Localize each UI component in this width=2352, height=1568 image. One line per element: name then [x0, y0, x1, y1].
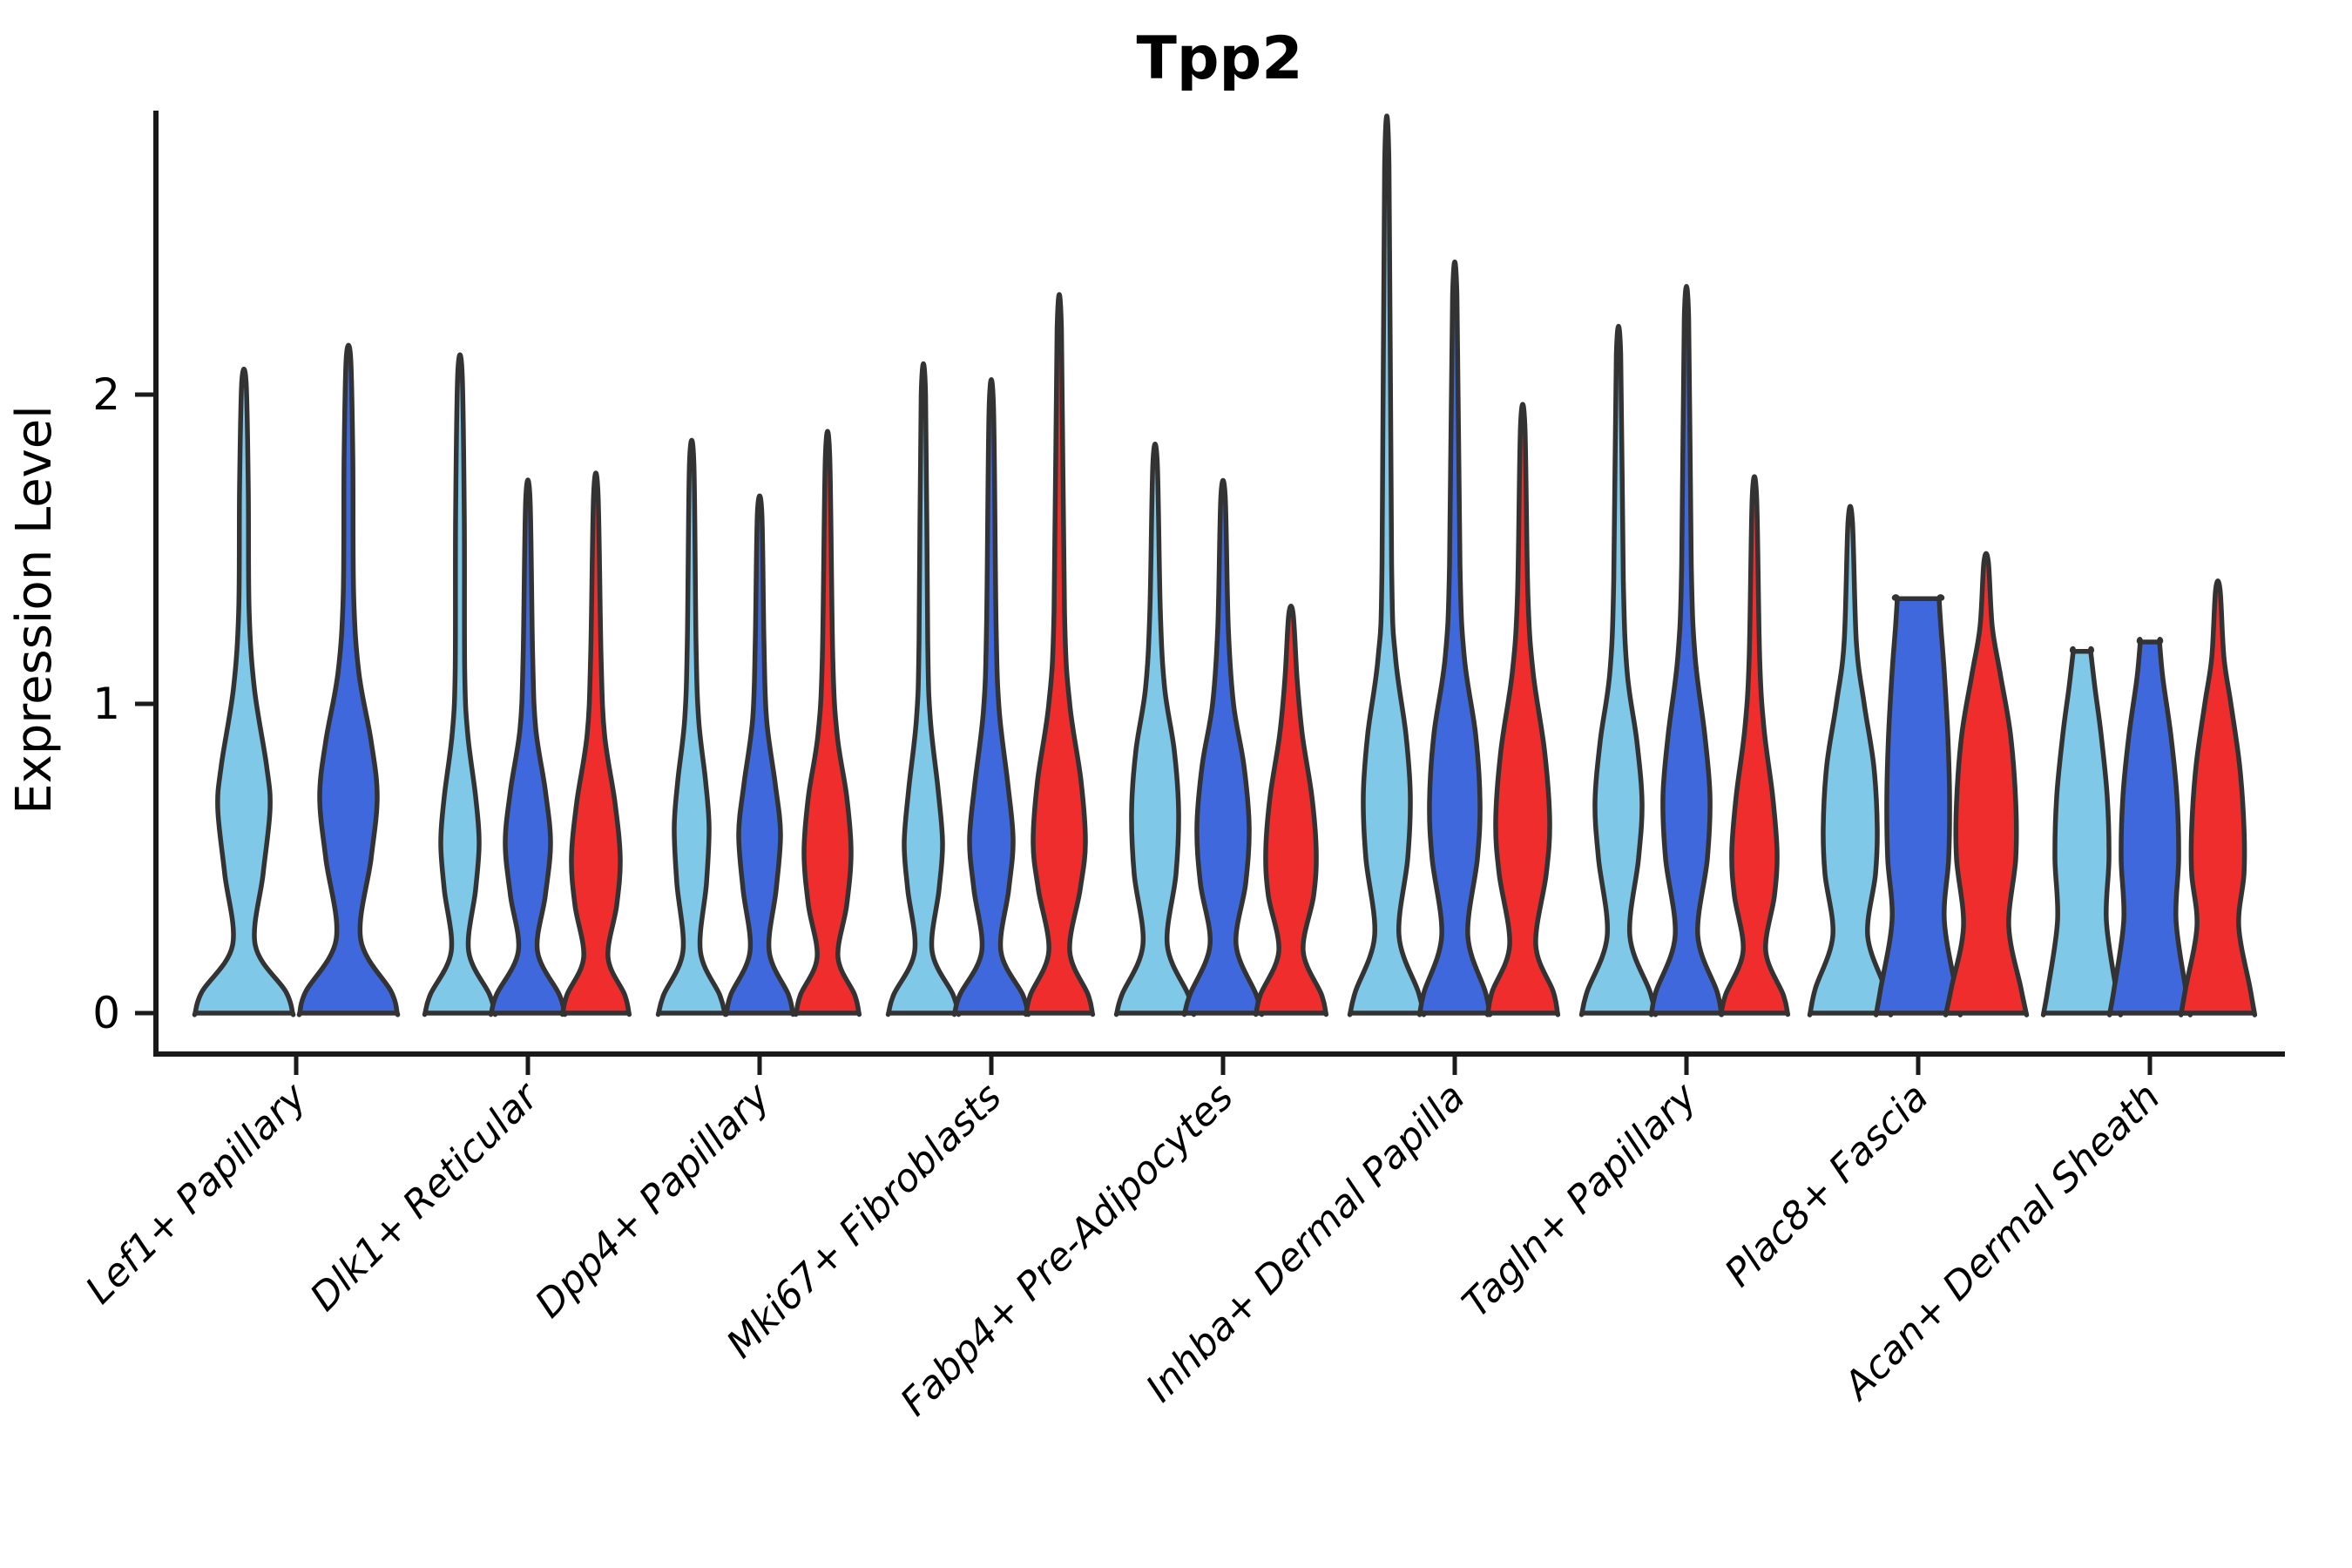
violin-dlk1-reticular-red — [559, 470, 632, 1017]
y-tick-label-0: 0 — [92, 988, 120, 1038]
violin-inhba-dermal-papilla-red — [1484, 402, 1561, 1017]
violin-acan-dermal-sheath-red — [2178, 578, 2258, 1017]
violin-inhba-dermal-papilla-light_blue — [1347, 113, 1427, 1017]
y-tick-label-1: 1 — [92, 679, 120, 729]
y-tick-group: 0 1 2 — [92, 369, 156, 1038]
violin-plac8-fascia-light_blue — [1807, 504, 1894, 1017]
violin-fabp4-pre-adipocytes-red — [1253, 603, 1329, 1017]
violin-dlk1-reticular-dark_blue — [488, 477, 568, 1017]
violin-fabp4-pre-adipocytes-dark_blue — [1181, 477, 1265, 1017]
violin-plac8-fascia-red — [1943, 551, 2030, 1017]
violin-mki67-fibroblasts-light_blue — [885, 361, 962, 1017]
violin-plac8-fascia-dark_blue — [1873, 594, 1963, 1017]
violin-mki67-fibroblasts-red — [1023, 292, 1096, 1017]
violin-acan-dermal-sheath-dark_blue — [2106, 637, 2193, 1017]
y-tick-label-2: 2 — [92, 369, 120, 420]
violin-tagln-papillary-light_blue — [1578, 323, 1659, 1017]
x-tick-label-lef1-papillary: Lef1+ Papillary — [78, 1074, 316, 1313]
x-tick-label-plac8-fascia: Plac8+ Fascia — [1716, 1075, 1936, 1295]
y-axis-label: Expression Level — [6, 405, 63, 814]
axes-group — [153, 111, 2285, 1057]
violin-lef1-papillary-light_blue — [192, 366, 296, 1017]
violin-dpp4-papillary-light_blue — [655, 437, 728, 1017]
violin-tagln-papillary-red — [1718, 474, 1791, 1017]
violin-series-group — [192, 113, 2258, 1017]
chart-title: Tpp2 — [1136, 24, 1302, 93]
violin-inhba-dermal-papilla-dark_blue — [1416, 260, 1493, 1017]
violin-dlk1-reticular-light_blue — [422, 352, 498, 1017]
violin-dpp4-papillary-red — [793, 429, 862, 1017]
x-tick-label-dpp4-papillary: Dpp4+ Papillary — [527, 1074, 780, 1327]
x-tick-label-tagln-papillary: Tagln+ Papillary — [1454, 1074, 1706, 1326]
violin-lef1-papillary-dark_blue — [296, 342, 401, 1017]
violin-fabp4-pre-adipocytes-light_blue — [1113, 442, 1197, 1017]
violin-tagln-papillary-dark_blue — [1648, 284, 1725, 1017]
violin-acan-dermal-sheath-light_blue — [2040, 645, 2124, 1017]
violin-mki67-fibroblasts-dark_blue — [951, 376, 1031, 1017]
x-tick-label-dlk1-reticular: Dlk1+ Reticular — [301, 1073, 548, 1320]
violin-dpp4-papillary-dark_blue — [723, 493, 796, 1017]
